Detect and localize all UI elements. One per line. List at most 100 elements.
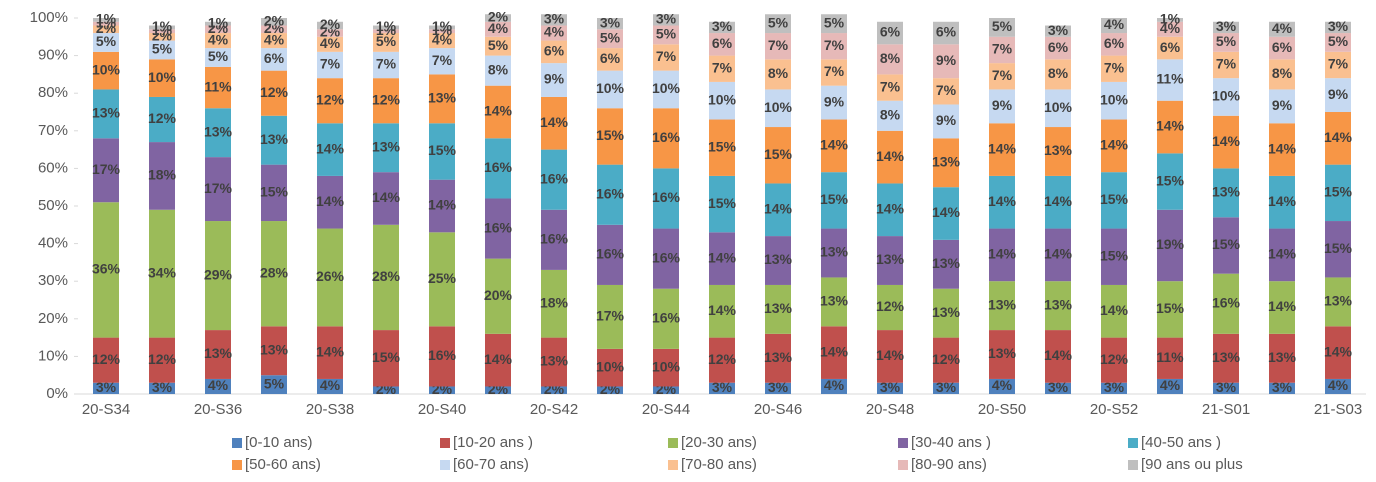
bar-segment (597, 18, 623, 30)
bar-segment (261, 70, 287, 116)
legend-label: [0-10 ans) (245, 434, 313, 451)
data-label: 4% (1104, 16, 1125, 32)
bar-segment (597, 348, 623, 387)
x-tick-label: 20-S44 (642, 401, 690, 418)
x-tick-label: 20-S50 (978, 401, 1026, 418)
bar-segment (429, 25, 455, 30)
bar-segment (1045, 89, 1071, 128)
bar-segment (765, 236, 791, 285)
data-label: 14% (820, 137, 849, 153)
bar-segment (485, 14, 511, 22)
bar-segment (205, 221, 231, 331)
data-label: 16% (652, 189, 681, 205)
bar-segment (1157, 153, 1183, 210)
data-label: 13% (1212, 184, 1241, 200)
data-label: 3% (1048, 22, 1069, 38)
data-label: 7% (376, 56, 397, 72)
bar-segment (317, 51, 343, 79)
bar-segment (149, 209, 175, 338)
data-label: 9% (1328, 86, 1349, 102)
y-tick-label: 100% (30, 9, 68, 26)
data-label: 7% (768, 37, 789, 53)
bar-segment (877, 44, 903, 75)
data-label: 20% (484, 287, 513, 303)
bar-segment (821, 172, 847, 229)
data-label: 12% (148, 110, 177, 126)
bar-segment (1325, 326, 1351, 379)
data-label: 10% (92, 61, 121, 77)
bar-segment (933, 288, 959, 338)
data-label: 14% (764, 200, 793, 216)
bar-segment (821, 228, 847, 278)
data-label: 1% (432, 18, 453, 34)
data-label: 16% (540, 231, 569, 247)
data-label: 5% (1216, 33, 1237, 49)
bar-segment (709, 337, 735, 383)
data-label: 5% (992, 18, 1013, 34)
bar-segment (597, 48, 623, 71)
data-label: 36% (92, 261, 121, 277)
bar-segment (765, 183, 791, 237)
bar-segment (485, 21, 511, 37)
data-label: 14% (428, 197, 457, 213)
bar-segment (1213, 333, 1239, 383)
bar-segment (93, 382, 119, 394)
bar-segment (1269, 281, 1295, 334)
data-label: 34% (148, 264, 177, 280)
bar-segment (765, 127, 791, 184)
data-label: 5% (152, 41, 173, 57)
bar-segment (1101, 18, 1127, 34)
bar-segment (1269, 21, 1295, 37)
data-label: 7% (1104, 59, 1125, 75)
data-label: 13% (540, 353, 569, 369)
data-label: 13% (876, 251, 905, 267)
data-label: 13% (260, 131, 289, 147)
data-label: 13% (204, 345, 233, 361)
data-label: 10% (1212, 88, 1241, 104)
data-label: 16% (484, 219, 513, 235)
data-label: 12% (708, 351, 737, 367)
bar-segment (933, 382, 959, 394)
bar-segment (709, 33, 735, 56)
y-tick-label: 10% (38, 347, 68, 364)
bar-segment (765, 284, 791, 334)
bar-segment (877, 100, 903, 131)
bar-segment (149, 142, 175, 210)
data-label: 10% (148, 69, 177, 85)
bar-segment (429, 232, 455, 327)
bar-segment (485, 386, 511, 394)
data-label: 14% (708, 249, 737, 265)
bar-segment (877, 236, 903, 285)
legend-swatch (668, 460, 678, 470)
data-label: 14% (1100, 137, 1129, 153)
bar-segment (93, 33, 119, 52)
bar-segment (821, 378, 847, 394)
bar-segment (877, 74, 903, 101)
data-label: 14% (820, 343, 849, 359)
bar-segment (429, 74, 455, 124)
data-label: 17% (204, 180, 233, 196)
data-label: 14% (372, 189, 401, 205)
data-label: 1% (1160, 11, 1181, 27)
legend-swatch (232, 460, 242, 470)
bar-segment (765, 333, 791, 383)
bar-segment (597, 108, 623, 165)
bar-segment (709, 382, 735, 394)
x-tick-label: 20-S40 (418, 401, 466, 418)
data-label: 3% (936, 379, 957, 395)
data-label: 4% (1160, 20, 1181, 36)
legend-label: [10-20 ans ) (453, 434, 533, 451)
data-label: 6% (1160, 39, 1181, 55)
x-tick-label: 20-S42 (530, 401, 578, 418)
data-label: 7% (320, 56, 341, 72)
bar-segment (653, 44, 679, 71)
bar-segment (261, 115, 287, 165)
data-label: 9% (936, 52, 957, 68)
bar-segment (877, 183, 903, 237)
bar-segment (1269, 228, 1295, 282)
bar-segment (709, 119, 735, 176)
bar-segment (877, 21, 903, 45)
bar-segment (485, 258, 511, 334)
bar-segment (933, 187, 959, 240)
bar-segment (261, 25, 287, 34)
